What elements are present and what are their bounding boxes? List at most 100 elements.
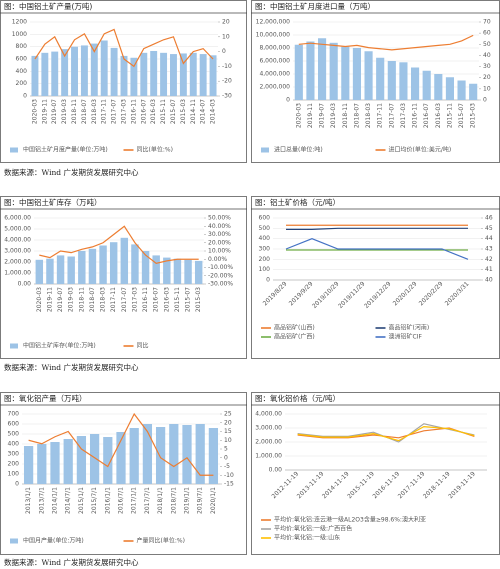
y-tick-label: 3,000.00 [255,425,282,432]
y-tick-label: 0 [23,93,27,100]
bar [110,47,118,96]
x-tick-label: 2017-03 [131,287,138,312]
legend-label: 平均价:氧化铝:一级:广西百色 [274,525,352,533]
legend-label: 进口总量(单位:吨) [274,146,323,154]
x-tick-label: 2015-03 [195,287,202,312]
chart-title: 图：铝土矿价格（元/吨） [255,197,340,207]
x-tick-label: 2015-07 [458,103,465,128]
x-tick-label: 2016-11 [412,103,419,128]
bar [422,70,431,100]
x-tick-label: 2019/9/29 [288,280,315,307]
y2-tick-label: 0.00% [208,256,227,263]
y2-tick-label: 40 [483,52,491,59]
y2-tick-label: 15 [224,428,232,435]
bar [155,427,166,484]
y2-tick-label: 10 [224,437,232,444]
y-tick-label: 1000 [12,31,27,38]
bar [71,46,78,96]
y-tick-label: 6,000,000 [259,58,290,65]
bar [152,255,160,284]
bar [35,259,44,284]
bar [140,52,148,96]
y2-tick-label: 20 [224,419,232,426]
x-tick-label: 2015-03 [180,99,187,124]
bar [364,51,373,100]
y2-tick-label: -10.00% [208,264,233,271]
y2-tick-label: 20 [483,74,491,81]
bar [457,80,466,100]
x-tick-label: 2016-07 [140,99,147,124]
legend-label: 产量同比(单位:%) [137,537,185,545]
x-tick-label: 2018/1/1 [157,487,164,514]
y-tick-label: 0.00 [269,467,283,474]
x-tick-label: 2018-03 [100,287,107,312]
y2-tick-label: 0 [483,97,487,104]
panel-frame [0,0,247,163]
bar [120,55,128,96]
bar [317,38,327,100]
x-tick-label: 2020-03 [295,103,302,128]
bar [387,61,396,100]
bar [116,432,126,484]
x-tick-label: 2015-07 [170,99,177,124]
x-tick-label: 2015/7/1 [91,487,98,514]
panel-frame [0,392,247,555]
bar [67,256,75,284]
y2-tick-label: -5 [224,463,230,470]
x-tick-label: 2014-03 [210,99,217,124]
x-tick-label: 2018-07 [81,99,88,124]
y2-tick-label: 42 [485,256,493,263]
y2-tick-label: 45 [485,225,493,232]
x-tick-label: 2018-11 [71,99,78,124]
y-tick-label: 100 [8,471,20,478]
legend-label: 高品铝矿(山西) [274,324,315,332]
x-tick-label: 2019-03 [330,103,337,128]
x-tick-label: 2013/7/1 [38,487,45,514]
line-series [297,425,475,442]
y2-tick-label: 10 [483,85,491,92]
y-tick-label: 400 [259,235,271,242]
bar [80,45,88,96]
x-tick-label: 2019/11/29 [337,280,367,310]
x-tick-label: 2020/1/1 [210,487,217,514]
y-tick-label: 200 [16,80,28,87]
x-tick-label: 2015-03 [470,103,477,128]
x-tick-label: 2017-03 [121,99,128,124]
x-tick-label: 2020/3/31 [444,280,471,307]
source-note: 数据来源：Wind 广发期货发展研究中心 [4,362,139,372]
y-tick-label: 6,000.00 [4,215,31,222]
y-tick-label: 400 [8,441,20,448]
y2-tick-label: 44 [485,235,493,242]
y-tick-label: 200 [259,256,271,263]
y-tick-label: 500 [8,431,20,438]
bar [120,237,129,284]
legend-label: 同比(单位:%) [137,146,173,154]
x-tick-label: 2016-11 [142,287,149,312]
bar [78,251,86,284]
bar [184,259,192,284]
legend-swatch [10,538,18,544]
bar [41,52,49,96]
bar [469,83,478,100]
y-tick-label: 12,000,000 [256,19,291,26]
y2-tick-label: -30.00% [208,281,233,288]
x-tick-label: 2020-03 [36,287,43,312]
line-series [298,34,474,51]
x-tick-label: 2018-07 [353,103,360,128]
x-tick-label: 2016-03 [163,287,170,312]
y2-tick-label: 40 [485,277,493,284]
bar [195,424,205,484]
legend-swatch [261,147,269,153]
y-tick-label: 5,000.00 [4,226,31,233]
x-tick-label: 2019-11-19 [447,470,477,500]
x-tick-label: 2017-07 [121,287,128,312]
y-tick-label: 10,000,000 [256,32,291,39]
y2-tick-label: 20 [222,19,230,26]
source-note: 数据来源：Wind 广发期货发展研究中心 [4,167,139,177]
legend-label: 同比 [137,342,149,350]
bar [182,425,192,484]
y2-tick-label: 46 [485,215,493,222]
chart-title: 图：中国铝土矿产量(万吨) [4,1,92,11]
bar [141,251,150,284]
y2-tick-label: -30 [222,93,232,100]
